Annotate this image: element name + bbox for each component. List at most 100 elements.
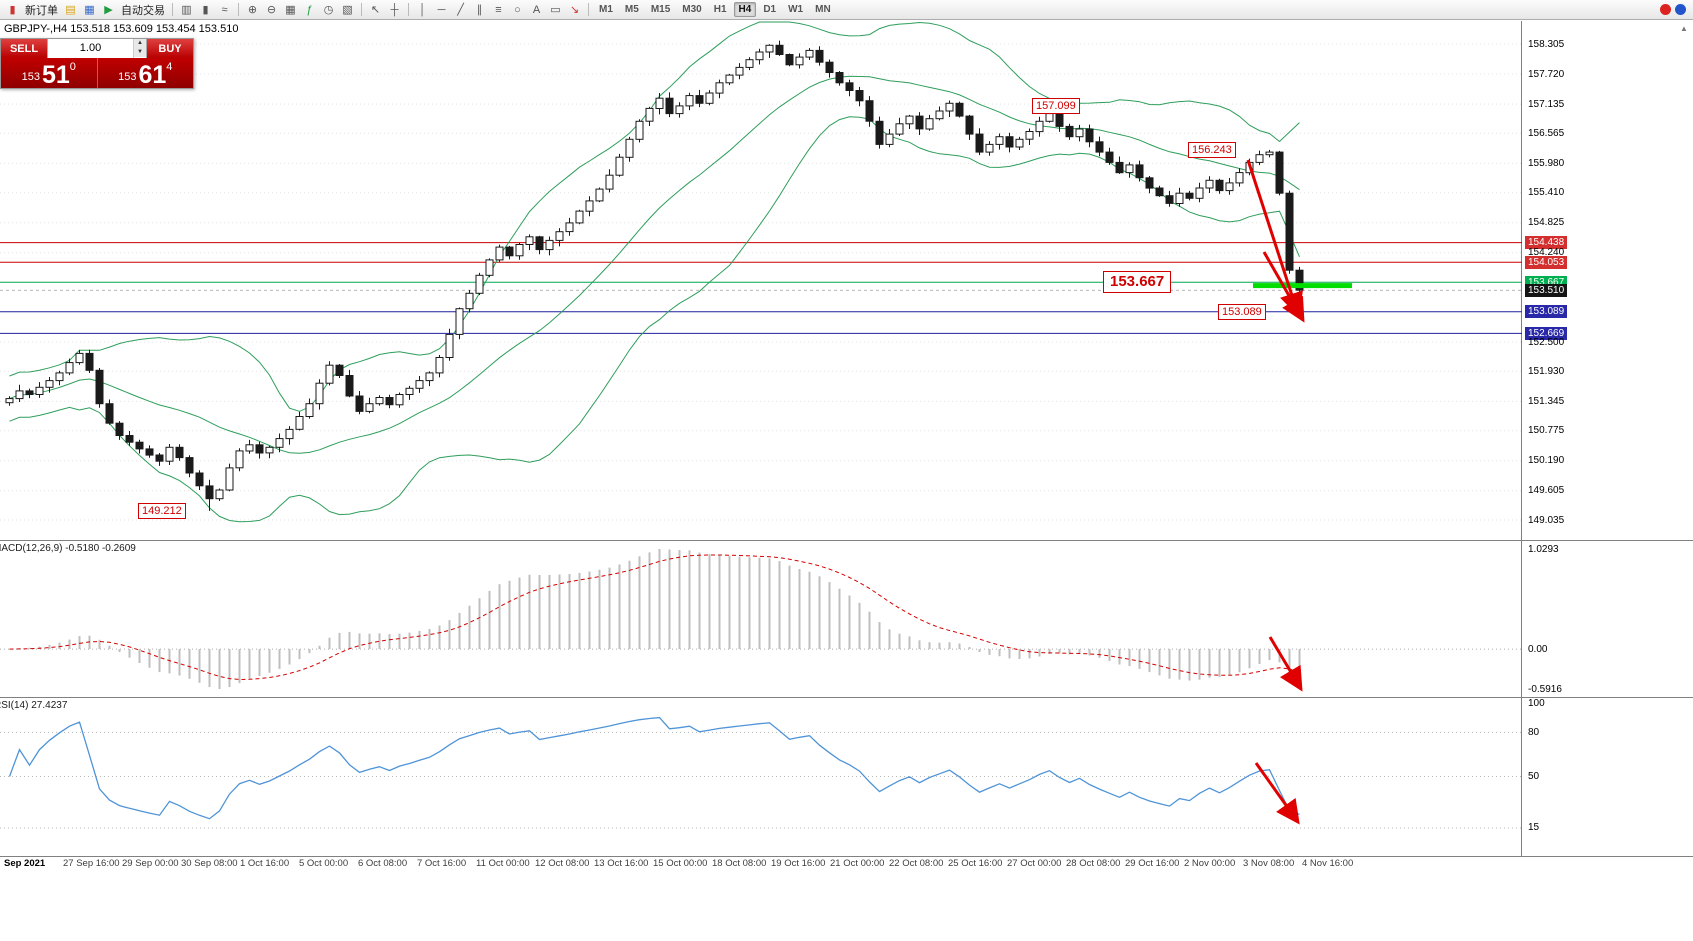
price-axis-label-151.345: 151.345 [1528,396,1565,407]
auto-trading-icon[interactable]: ▶ [104,4,113,16]
timeframes-icon[interactable]: ◷ [323,4,334,16]
text-label-icon[interactable]: ▭ [550,4,561,16]
cursor-icon[interactable]: ↖ [370,4,381,16]
green-trend-segment[interactable] [1253,283,1352,289]
buy-button[interactable]: BUY [147,39,193,58]
scroll-up-icon[interactable]: ▲ [1680,24,1688,33]
shapes-icon[interactable]: ○ [514,3,521,16]
trend-arrow[interactable] [1262,251,1305,323]
price-axis-label-154.825: 154.825 [1528,217,1565,228]
auto-trading-label[interactable]: 自动交易 [121,4,165,17]
time-axis-label: 4 Nov 16:00 [1302,858,1354,869]
workspace-icon[interactable]: ▤ [65,4,76,16]
time-axis-label: 21 Oct 00:00 [830,858,885,869]
time-axis-label: 12 Oct 08:00 [535,858,590,869]
zoom-out-icon[interactable]: ⊖ [266,4,277,16]
sell-price-big: 51 [41,61,70,89]
one-click-trading-widget: SELL 1.00 ▲ ▼ BUY 153 51 0 153 61 4 [0,38,194,89]
toolbar-separator [408,3,409,16]
tile-windows-icon[interactable]: ▦ [285,4,296,16]
time-axis-label: 28 Oct 08:00 [1066,858,1121,869]
time-axis-label: 11 Oct 00:00 [476,858,530,869]
price-callout[interactable]: 157.099 [1032,98,1080,114]
timeframe-button-h4[interactable]: H4 [733,2,757,17]
buy-price-prefix: 153 [118,71,137,83]
price-callout[interactable]: 153.089 [1218,304,1266,320]
timeframe-button-h1[interactable]: H1 [713,4,727,15]
new-order-icon[interactable]: ▮ [9,4,16,16]
text-icon[interactable]: A [532,3,541,16]
horizontal-line-icon[interactable]: ─ [437,3,446,16]
timeframe-button-w1[interactable]: W1 [788,4,804,15]
price-axis-label-154.240: 154.240 [1528,247,1565,258]
time-axis-label: 2 Nov 00:00 [1184,858,1236,869]
trend-arrow[interactable] [1254,762,1300,825]
zoom-in-icon[interactable]: ⊕ [247,4,258,16]
time-axis-label: 27 Sep 16:00 [63,858,120,869]
price-callout[interactable]: 156.243 [1188,142,1236,158]
buy-price-button[interactable]: 153 61 4 [96,58,194,88]
fibonacci-icon[interactable]: ≡ [495,3,502,16]
toolbar-separator [172,3,173,16]
rsi-axis-label-50: 50 [1528,771,1540,782]
volume-value[interactable]: 1.00 [79,42,102,54]
time-axis-label: 15 Oct 00:00 [653,858,708,869]
equidistant-channel-icon[interactable]: ∥ [476,4,483,16]
bar-chart-icon[interactable]: ▥ [181,4,192,16]
toolbar-separator [361,3,362,16]
red-status-icon [1660,4,1671,15]
arrow-objects-icon[interactable]: ↘ [569,4,580,16]
rsi-axis-label-80: 80 [1528,727,1540,738]
time-axis-label: 30 Sep 08:00 [181,858,238,869]
crosshair-icon[interactable]: ┼ [390,3,399,16]
timeframe-button-m15[interactable]: M15 [650,4,671,15]
price-axis-label-153.510: 153.510 [1525,284,1568,297]
line-chart-icon[interactable]: ≈ [221,3,228,16]
price-axis-label-158.305: 158.305 [1528,39,1565,50]
blue-status-icon [1675,4,1686,15]
time-axis-label: 13 Oct 16:00 [594,858,649,869]
timeframe-button-m5[interactable]: M5 [624,4,639,15]
rsi-axis-label-15: 15 [1528,822,1540,833]
price-axis-label-156.565: 156.565 [1528,128,1565,139]
trade-widget-top-row: SELL 1.00 ▲ ▼ BUY [1,39,193,58]
trendline-icon[interactable]: ╱ [457,4,464,16]
price-callout[interactable]: 153.667 [1103,271,1172,293]
buy-price-sup: 4 [166,61,173,73]
macd-axis-zero: 0.00 [1528,644,1548,655]
trend-arrow[interactable] [1246,159,1303,317]
new-order-label[interactable]: 新订单 [25,4,58,17]
market-watch-icon[interactable]: ▦ [84,4,95,16]
timeframe-button-mn[interactable]: MN [815,4,831,15]
volume-increase-button[interactable]: ▲ [134,39,146,48]
timeframe-button-m1[interactable]: M1 [599,4,613,15]
indicators-icon[interactable]: ƒ [306,3,313,16]
toolbar-separator [238,3,239,16]
trend-arrow[interactable] [1268,636,1303,692]
vertical-line-icon[interactable]: │ [419,3,426,16]
trade-widget-prices: 153 51 0 153 61 4 [1,58,193,88]
price-axis-label-154.438: 154.438 [1525,236,1568,249]
price-callout[interactable]: 149.212 [138,503,186,519]
sell-price-button[interactable]: 153 51 0 [1,58,97,88]
time-axis-label: 25 Oct 16:00 [948,858,1003,869]
templates-icon[interactable]: ▧ [342,4,353,16]
volume-stepper[interactable]: 1.00 ▲ ▼ [47,39,147,58]
price-axis-label-150.190: 150.190 [1528,455,1565,466]
time-axis-label: 27 Oct 00:00 [1007,858,1062,869]
sell-button[interactable]: SELL [1,39,47,58]
volume-decrease-button[interactable]: ▼ [134,48,146,57]
candlestick-chart-icon[interactable]: ▮ [202,4,209,16]
time-axis-label: Sep 2021 [4,858,46,869]
price-axis-label-149.605: 149.605 [1528,485,1565,496]
timeframe-button-d1[interactable]: D1 [763,4,777,15]
price-axis-label-155.980: 155.980 [1528,158,1565,169]
chart-quote-line: GBPJPY-,H4 153.518 153.609 153.454 153.5… [4,23,239,35]
volume-spinner: ▲ ▼ [133,39,146,58]
timeframe-button-m30[interactable]: M30 [682,4,702,15]
toolbar-separator [588,3,589,16]
price-axis-label-152.669: 152.669 [1525,327,1568,340]
time-axis-label: 19 Oct 16:00 [771,858,826,869]
